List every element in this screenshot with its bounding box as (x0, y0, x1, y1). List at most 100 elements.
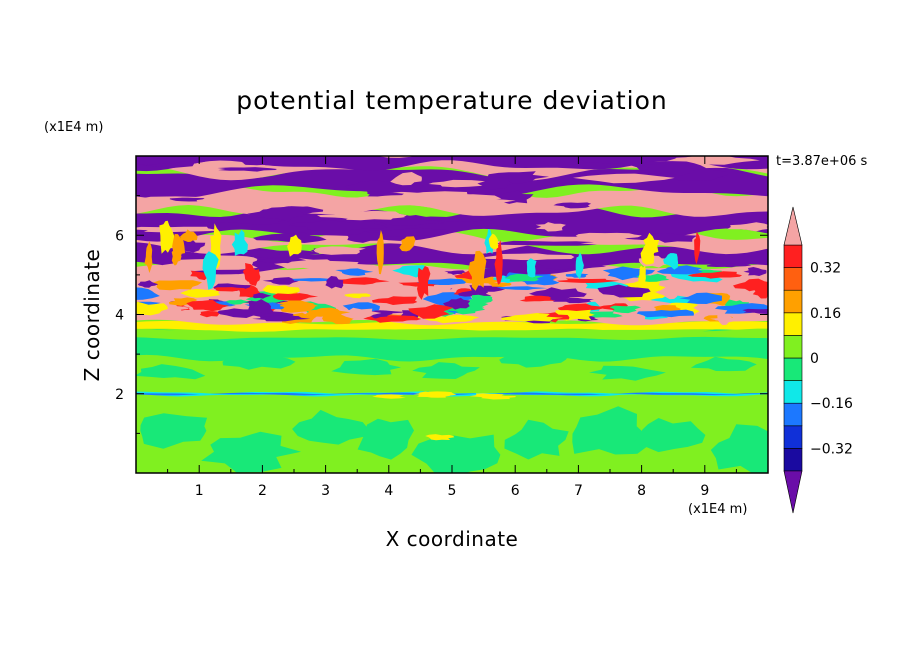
field-patch (222, 354, 296, 370)
field-patch (656, 265, 703, 275)
field-patch (637, 233, 698, 243)
field-patch (494, 240, 503, 285)
field-lens (425, 434, 455, 441)
field-patch (413, 391, 448, 397)
field-patch (504, 419, 569, 460)
colorbar-segment (783, 448, 803, 472)
field-patch (573, 173, 675, 184)
field-patch (597, 284, 651, 298)
time-label: t=3.87e+06 s (776, 154, 868, 169)
field-patch (468, 294, 493, 303)
field-patch (638, 161, 707, 176)
colorbar-segment (783, 357, 803, 381)
field-patch (444, 270, 466, 275)
field-patch (727, 222, 768, 232)
field-patch (710, 424, 768, 473)
y-tick-label: 2 (115, 387, 124, 403)
field-patch (304, 307, 351, 317)
x-tick-label: 8 (637, 483, 646, 499)
field-patch (252, 293, 272, 299)
field-patch (477, 177, 513, 190)
chart-title: potential temperature deviation (236, 86, 668, 115)
field-patch (552, 297, 594, 304)
field-patch (262, 277, 300, 285)
field-patch (640, 243, 656, 265)
field-patch (496, 286, 548, 290)
field-patch (172, 234, 186, 260)
field-patch (468, 250, 487, 291)
field-patch (258, 156, 300, 167)
field-patch (226, 299, 250, 305)
field-patch (390, 172, 422, 186)
field-patch (272, 293, 319, 301)
field-patch (201, 431, 302, 473)
field-patch (262, 285, 300, 295)
field-patch (366, 190, 404, 197)
colorbar-segment (783, 402, 803, 427)
colorbar-segment (783, 244, 803, 268)
field-patch (331, 358, 402, 376)
field-patch (333, 277, 390, 285)
colorbar: 0.32 0.16 0 −0.16 −0.32 (783, 206, 853, 514)
colorbar-tick-label: 0.32 (810, 261, 841, 277)
field-patch (526, 258, 537, 278)
field-patch (439, 238, 494, 249)
colorbar-segment (783, 380, 803, 404)
field-patch (488, 233, 499, 250)
field-patch (557, 278, 620, 283)
field-patch (742, 308, 768, 314)
field-patch (535, 222, 566, 232)
x-tick-label: 4 (384, 483, 393, 499)
field-patch (443, 297, 471, 310)
colorbar-tick-label: 0.16 (810, 306, 841, 322)
field-patch (706, 263, 752, 268)
field-patch (213, 287, 245, 292)
field-patch (199, 311, 220, 318)
colorbar-tick-label: 0 (810, 351, 819, 367)
field-patch (248, 269, 261, 286)
field-patch (416, 278, 467, 285)
colorbar-tick-label: −0.16 (810, 396, 853, 412)
field-patch (575, 252, 584, 280)
axes: 1 2 3 4 5 6 7 8 9 2 4 6 (115, 156, 768, 499)
field-patch (159, 220, 175, 254)
field-patch (733, 278, 768, 292)
field-patch (217, 167, 277, 172)
x-tick-label: 6 (511, 483, 520, 499)
field-patch (694, 231, 701, 265)
colorbar-segment (783, 289, 803, 314)
field-patch (499, 353, 569, 368)
field-patch (169, 197, 205, 202)
field-patch (137, 280, 159, 288)
field-patch (231, 229, 248, 256)
field-patch (743, 267, 767, 276)
colorbar-tick-label: −0.32 (810, 441, 853, 457)
field-patch (288, 219, 388, 232)
field-patch (252, 315, 311, 322)
x-tick-label: 7 (574, 483, 583, 499)
x-tick-label: 3 (321, 483, 330, 499)
x-tick-label: 1 (195, 483, 204, 499)
field-patch (291, 278, 338, 282)
field-patch (633, 418, 706, 453)
field-patch (488, 282, 512, 287)
field-patch (152, 280, 202, 291)
field-patch (371, 296, 418, 305)
x-axis-label: X coordinate (385, 527, 519, 551)
field-patch (408, 304, 454, 319)
y-tick-label: 6 (115, 228, 124, 244)
field-patch (553, 202, 592, 209)
field-patch (424, 314, 480, 324)
field-patch (344, 293, 371, 299)
field-patch (313, 246, 366, 255)
field-patch (663, 253, 679, 270)
x-tick-label: 2 (258, 483, 267, 499)
field-patch (247, 206, 305, 222)
field-patch (180, 229, 198, 242)
field-patch (292, 409, 369, 445)
field-patch (317, 210, 407, 220)
field-patch (372, 394, 406, 399)
field-patch (180, 288, 221, 298)
x-tick-label: 9 (700, 483, 709, 499)
